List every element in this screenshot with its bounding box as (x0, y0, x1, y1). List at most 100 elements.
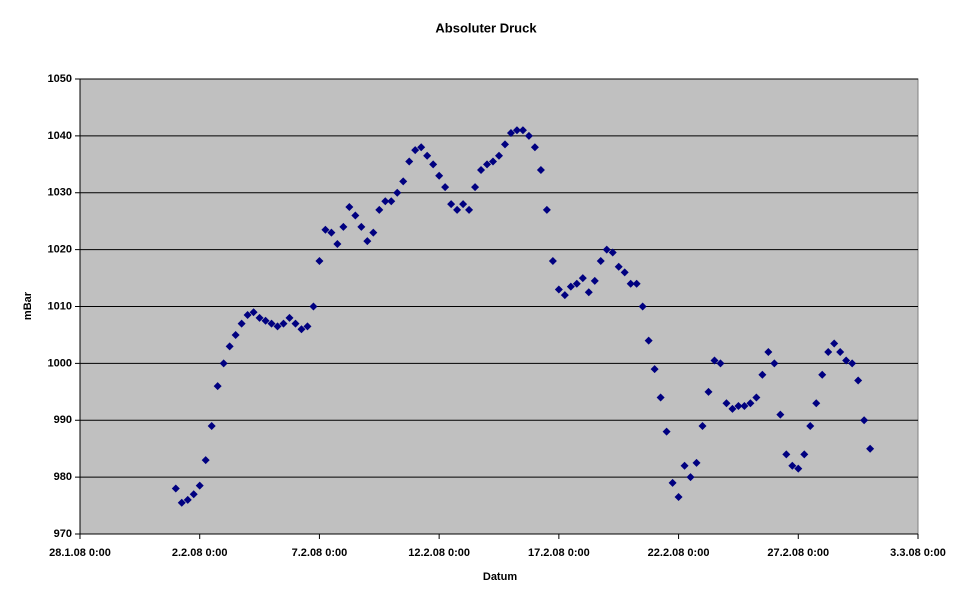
data-point (662, 427, 671, 436)
data-point (608, 248, 617, 257)
data-point (393, 188, 402, 197)
y-axis-label: mBar (22, 291, 34, 320)
data-point (806, 421, 815, 430)
data-point (285, 313, 294, 322)
data-point (405, 157, 414, 166)
y-tick-label: 980 (54, 471, 72, 483)
data-point (243, 311, 252, 320)
data-point (315, 257, 324, 265)
x-tick-label: 2.2.08 0:00 (172, 547, 228, 559)
data-point (201, 456, 210, 465)
data-point (411, 146, 420, 155)
data-point (842, 356, 851, 365)
data-point (830, 339, 839, 348)
data-point (189, 490, 198, 499)
data-point (530, 143, 539, 152)
data-point (435, 171, 444, 180)
data-point (213, 382, 222, 391)
data-point (542, 205, 551, 214)
data-point (291, 319, 300, 328)
data-point (770, 359, 779, 368)
data-point (632, 279, 641, 288)
y-tick-label: 1030 (48, 187, 72, 199)
data-point (812, 399, 821, 408)
data-point (584, 288, 593, 297)
x-tick-label: 3.3.08 0:00 (890, 547, 946, 559)
x-tick-label: 12.2.08 0:00 (408, 547, 470, 559)
data-point (381, 197, 390, 206)
data-point (518, 126, 527, 135)
data-point (614, 262, 623, 271)
data-point (477, 166, 486, 174)
data-point (441, 183, 450, 192)
data-point (686, 473, 695, 482)
data-point (572, 279, 581, 288)
data-point (746, 399, 755, 408)
data-point (171, 484, 180, 493)
data-point (782, 450, 791, 459)
data-point (674, 493, 683, 502)
data-point (489, 157, 498, 166)
data-point (554, 285, 563, 294)
data-point (752, 393, 761, 402)
data-point (704, 387, 713, 396)
data-point (740, 402, 749, 411)
data-point (818, 370, 827, 379)
data-point (297, 325, 306, 334)
x-tick-label: 27.2.08 0:00 (767, 547, 829, 559)
data-point (471, 183, 480, 192)
data-point (465, 205, 474, 214)
data-point (590, 276, 599, 285)
data-point (776, 410, 785, 419)
data-point (536, 166, 545, 174)
data-point (429, 160, 438, 169)
data-point (860, 416, 869, 425)
data-point (357, 222, 366, 231)
data-point (303, 322, 312, 331)
data-point (273, 322, 282, 331)
data-point (177, 498, 186, 507)
data-point (716, 359, 725, 368)
data-point (447, 200, 456, 209)
y-tick-label: 970 (54, 528, 72, 540)
data-point (506, 129, 515, 138)
data-point (261, 316, 270, 325)
data-point (656, 393, 665, 402)
data-point (279, 319, 288, 328)
data-point (267, 319, 276, 328)
data-point (626, 279, 635, 288)
x-tick-label: 22.2.08 0:00 (648, 547, 710, 559)
x-axis-label: Datum (483, 571, 517, 583)
data-point (596, 257, 605, 265)
data-point (650, 365, 659, 374)
data-point (399, 177, 408, 186)
data-point (788, 461, 797, 470)
data-point (351, 211, 360, 220)
data-point (794, 464, 803, 473)
x-tick-label: 17.2.08 0:00 (528, 547, 590, 559)
data-point (255, 313, 264, 322)
chart-title: Absoluter Druck (435, 20, 537, 35)
data-point (692, 458, 701, 467)
data-point (417, 143, 426, 152)
data-point (195, 481, 204, 490)
data-point (854, 376, 863, 385)
data-point (183, 495, 192, 504)
data-point (836, 348, 845, 356)
data-point (500, 140, 509, 149)
y-tick-label: 990 (54, 414, 72, 426)
data-point (321, 225, 330, 234)
data-point (219, 359, 228, 368)
x-tick-label: 28.1.08 0:00 (49, 547, 111, 559)
data-point (578, 274, 587, 283)
data-point (249, 308, 258, 317)
data-point (333, 239, 342, 248)
data-point (225, 342, 234, 351)
data-point (680, 461, 689, 470)
data-point (309, 302, 318, 311)
data-point (824, 348, 833, 356)
data-point (758, 370, 767, 379)
data-point (560, 291, 569, 300)
data-point (848, 359, 857, 368)
